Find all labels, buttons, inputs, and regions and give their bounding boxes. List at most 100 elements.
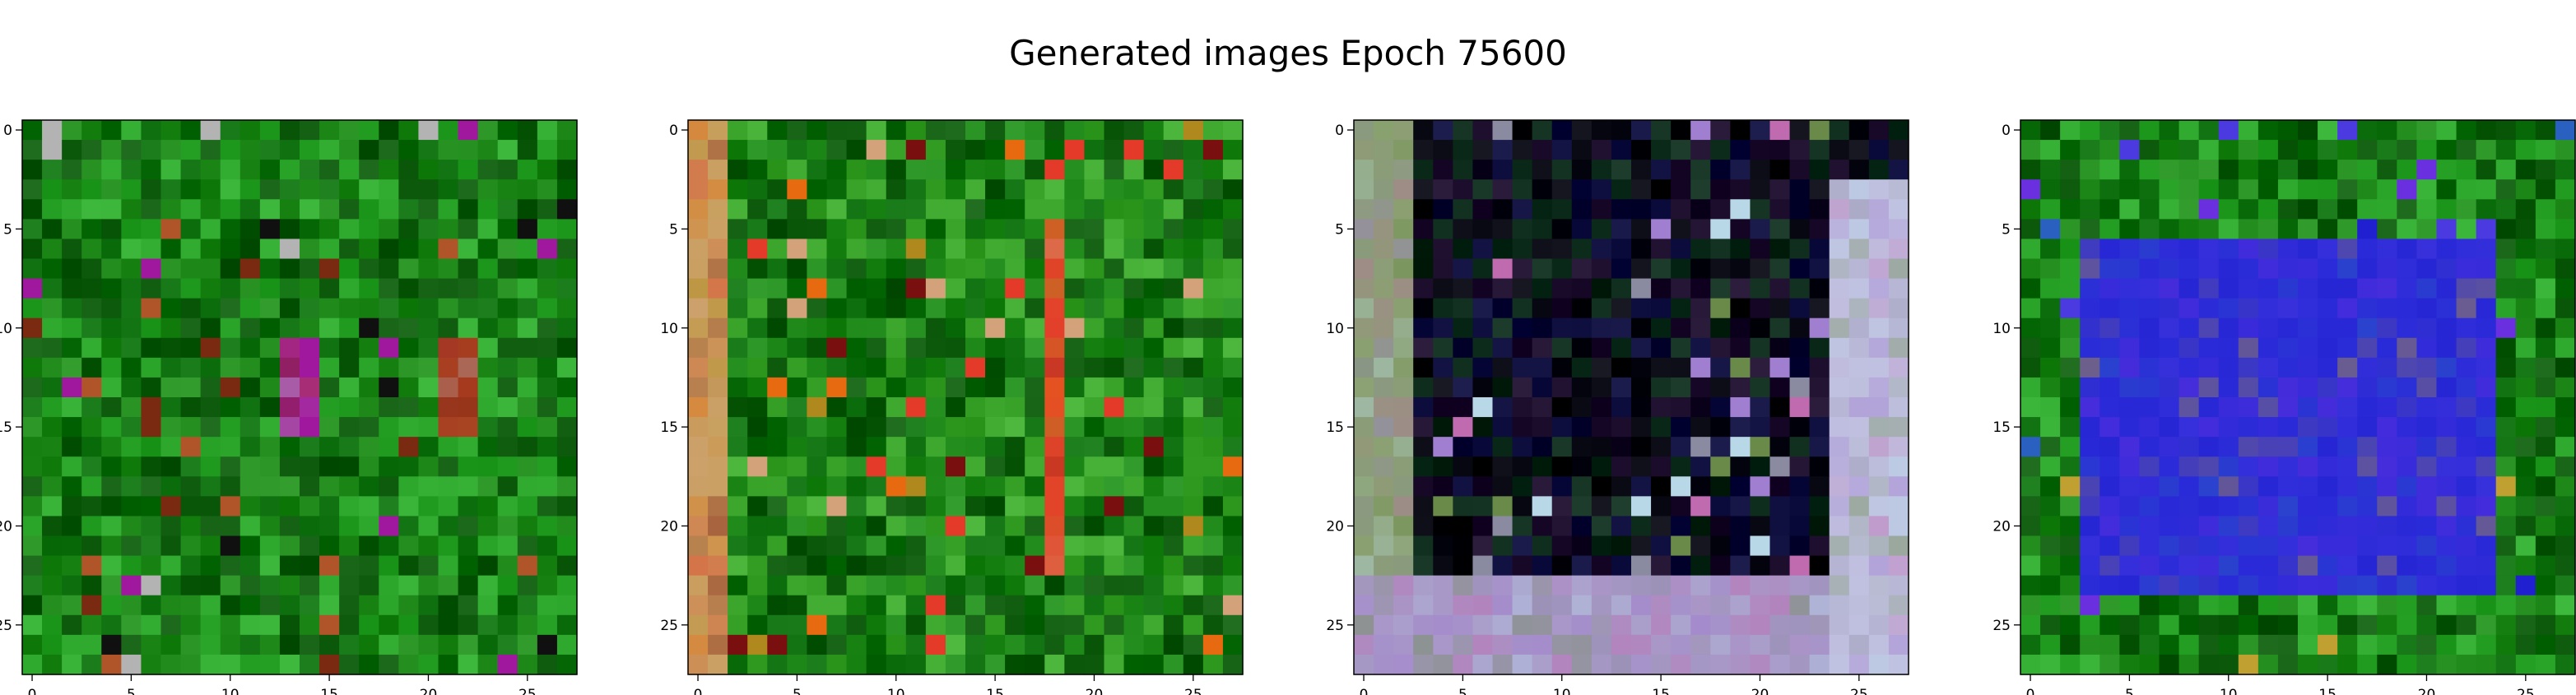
pixel-cell [1730,357,1751,378]
pixel-cell [985,298,1006,319]
pixel-cell [497,337,518,359]
pixel-cell [1374,258,1394,280]
pixel-cell [556,437,578,457]
pixel-cell [708,199,728,220]
pixel-cell [1631,199,1652,220]
pixel-cell [688,654,709,675]
pixel-cell [379,516,399,537]
pixel-cell [2397,417,2418,438]
pixel-cell [2416,120,2438,141]
pixel-cell [121,278,142,299]
pixel-cell [1123,278,1145,299]
x-tick-label: 15 [1652,687,1670,695]
pixel-cell [2099,120,2120,141]
pixel-cell [22,357,43,378]
pixel-cell [1183,179,1204,200]
pixel-cell [537,160,558,180]
pixel-cell [985,258,1006,280]
pixel-cell [1374,397,1394,418]
pixel-cell [1631,614,1652,636]
pixel-cell [2099,595,2120,616]
pixel-cell [2159,317,2180,339]
pixel-cell [925,337,946,359]
pixel-cell [1183,278,1204,299]
pixel-cell [1532,377,1553,398]
pixel-cell [2159,120,2180,141]
pixel-cell [477,397,499,418]
pixel-cell [1222,516,1244,537]
pixel-cell [2257,595,2279,616]
x-tick-label: 0 [1360,687,1369,695]
pixel-cell [1163,357,1184,378]
pixel-cell [2298,120,2318,141]
pixel-cell [1829,179,1850,200]
pixel-cell [379,555,399,577]
pixel-cell [1044,535,1065,557]
pixel-cell [2555,614,2576,636]
pixel-cell [1750,120,1771,141]
pixel-cell [2515,437,2536,457]
pixel-cell [1730,377,1751,398]
pixel-cell [2476,614,2497,636]
pixel-cell [1730,496,1751,517]
pixel-cell [398,140,420,160]
pixel-cell [1591,377,1612,398]
pixel-cell [2555,317,2576,339]
pixel-cell [2198,575,2220,596]
pixel-cell [2318,278,2338,299]
pixel-cell [1044,476,1065,497]
pixel-cell [846,456,867,477]
pixel-cell [1551,595,1573,616]
pixel-cell [62,417,82,438]
pixel-cell [477,120,499,141]
pixel-cell [1888,575,1909,596]
pixel-cell [2337,160,2358,180]
pixel-cell [1025,239,1045,260]
pixel-cell [2178,199,2200,220]
pixel-cell [2495,219,2517,240]
pixel-cell [379,199,399,220]
pixel-cell [1532,614,1553,636]
pixel-cell [319,397,340,418]
pixel-cell [2119,140,2141,160]
pixel-cell [220,456,241,477]
pixel-cell [497,516,518,537]
pixel-cell [1163,298,1184,319]
pixel-cell [1829,535,1850,557]
pixel-cell [846,278,867,299]
pixel-cell [2218,357,2239,378]
pixel-cell [2020,437,2041,457]
y-tick-label: 10 [660,321,678,337]
pixel-cell [826,654,848,675]
pixel-cell [1868,298,1890,319]
pixel-cell [2535,397,2556,418]
pixel-cell [2555,595,2576,616]
pixel-cell [1202,337,1224,359]
pixel-cell [259,595,281,616]
pixel-cell [2218,417,2239,438]
pixel-cell [1413,437,1434,457]
pixel-cell [945,417,966,438]
pixel-cell [846,575,867,596]
pixel-cell [418,317,439,339]
pixel-cell [985,476,1006,497]
pixel-cell [2257,317,2279,339]
pixel-cell [2198,317,2220,339]
pixel-cell [180,377,202,398]
pixel-cell [2377,357,2397,378]
pixel-cell [1393,337,1414,359]
pixel-cell [2456,140,2477,160]
pixel-cell [1143,417,1165,438]
pixel-cell [359,575,379,596]
pixel-cell [2119,575,2141,596]
pixel-cell [200,634,221,656]
pixel-cell [2178,120,2200,141]
pixel-cell [160,278,182,299]
pixel-cell [2040,476,2061,497]
pixel-cell [2159,278,2180,299]
pixel-cell [2436,397,2457,418]
pixel-cell [708,179,728,200]
pixel-cell [42,140,63,160]
pixel-cell [1123,496,1145,517]
